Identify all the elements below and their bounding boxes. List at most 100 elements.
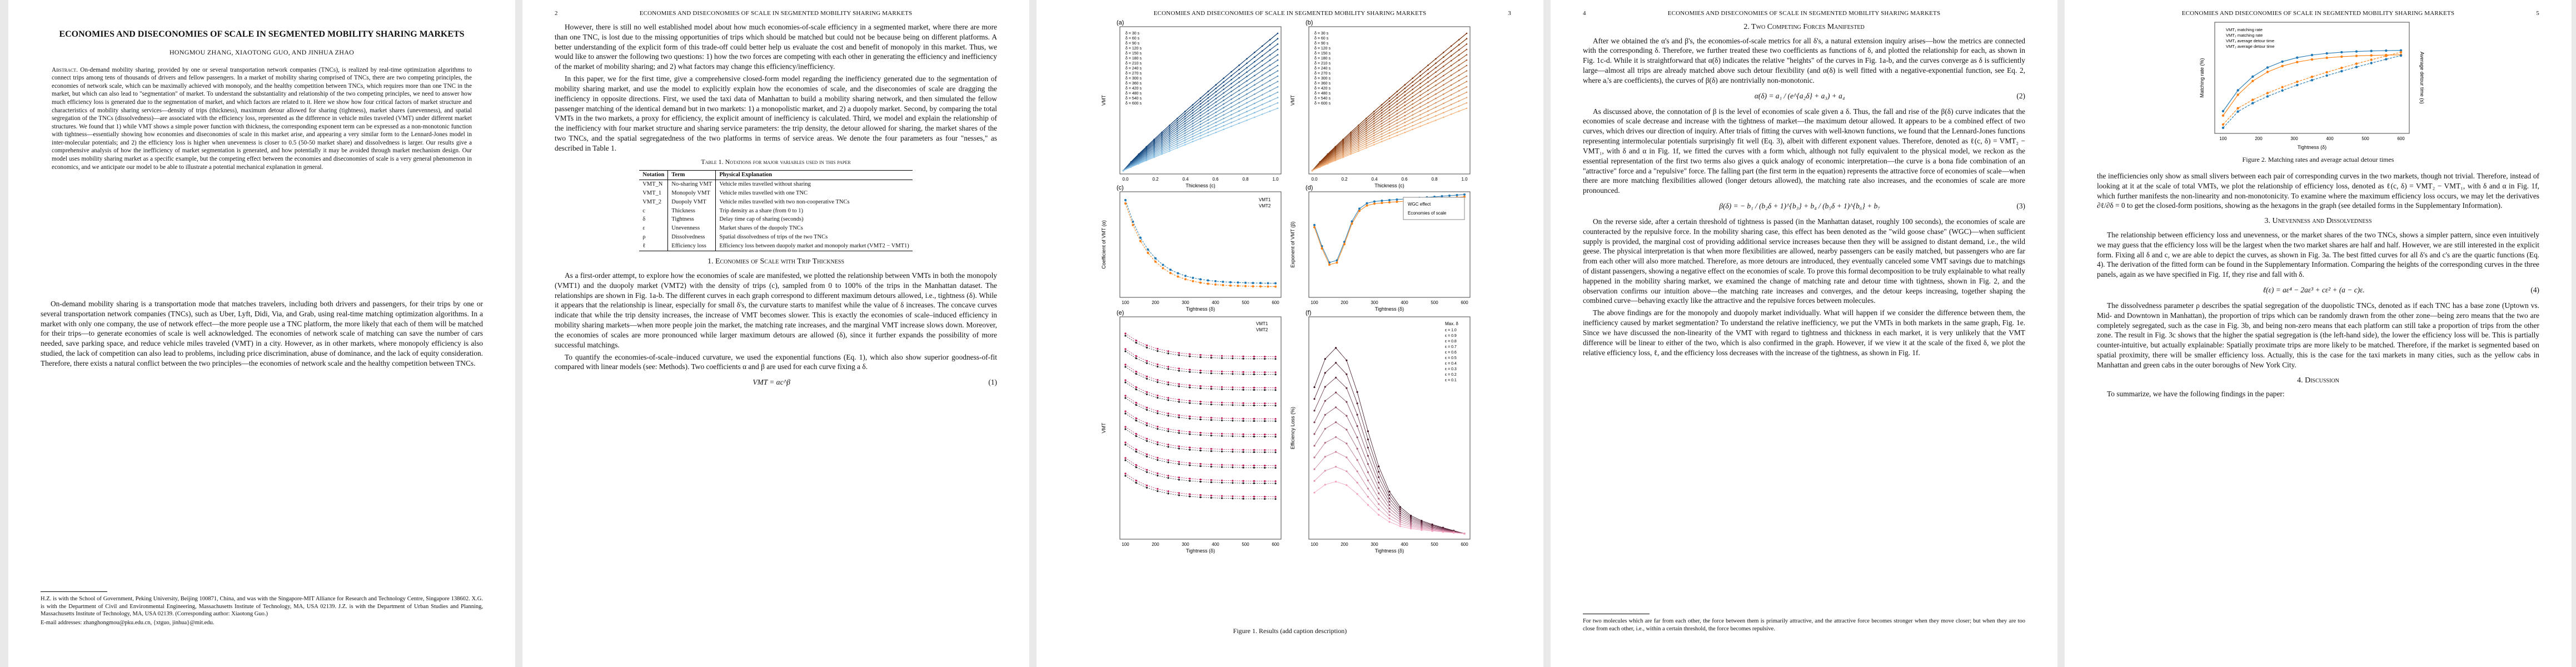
data-point: [1252, 285, 1254, 288]
table-cell: Tightness: [667, 215, 716, 225]
data-point: [1207, 103, 1209, 105]
data-point: [1178, 430, 1180, 432]
data-point: [1269, 64, 1271, 66]
data-point: [1419, 126, 1421, 127]
data-point: [1264, 449, 1266, 451]
data-point: [1223, 81, 1224, 83]
data-point: [1358, 140, 1359, 141]
data-point: [1350, 147, 1352, 149]
data-point: [1161, 149, 1163, 151]
data-point: [1153, 153, 1155, 155]
y-axis-label: Coefficient of VMT (α): [1101, 220, 1107, 268]
data-point: [1450, 99, 1452, 101]
annotation-text: Economies of scale: [1408, 211, 1447, 216]
data-point: [1153, 141, 1155, 143]
data-point: [1254, 84, 1255, 86]
table-cell: Efficiency loss between duopoly market a…: [715, 242, 913, 251]
data-point: [1253, 480, 1255, 482]
data-point: [1466, 97, 1468, 98]
data-point: [1381, 122, 1383, 125]
data-point: [1169, 137, 1170, 140]
data-point: [1396, 106, 1398, 108]
data-point: [1274, 374, 1277, 376]
legend-entry: δ = 210 s: [1314, 62, 1331, 66]
legend-entry: δ = 420 s: [1314, 87, 1331, 91]
data-point: [1161, 152, 1163, 154]
x-tick-label: 500: [2361, 136, 2369, 141]
x-tick-label: 400: [1212, 300, 1219, 305]
x-tick-label: 500: [1431, 300, 1438, 305]
legend-entry: ε = 0.1: [1445, 379, 1457, 382]
data-point: [1246, 80, 1248, 82]
data-point: [1269, 90, 1271, 92]
data-point: [1350, 135, 1352, 137]
data-point: [1230, 71, 1232, 73]
data-point: [1199, 106, 1202, 108]
x-axis-label: Tightness (δ): [1186, 306, 1215, 312]
data-point: [1264, 420, 1266, 422]
data-point: [1189, 386, 1191, 389]
data-point: [1223, 114, 1224, 116]
data-point: [1274, 434, 1277, 436]
data-point: [1443, 88, 1444, 91]
data-point: [1189, 415, 1191, 417]
data-point: [1350, 138, 1352, 140]
data-point: [2385, 58, 2388, 61]
data-point: [1396, 125, 1398, 127]
legend-entry: δ = 60 s: [1314, 37, 1329, 41]
data-point: [1381, 131, 1383, 132]
data-point: [1419, 83, 1421, 84]
x-tick-label: 600: [1461, 542, 1468, 547]
data-point: [1404, 108, 1406, 110]
data-point: [1388, 97, 1391, 99]
table-cell: c: [642, 207, 645, 214]
data-point: [1230, 114, 1232, 116]
data-point: [1388, 132, 1391, 134]
data-point: [1177, 126, 1178, 128]
data-point: [1178, 354, 1180, 356]
x-tick-label: 0.0: [1311, 177, 1318, 182]
data-point: [1350, 144, 1352, 146]
data-point: [1215, 94, 1217, 96]
table-row: VMT_N No-sharing VMT Vehicle miles travell…: [639, 180, 913, 189]
data-point: [1381, 125, 1383, 127]
data-point: [1381, 141, 1383, 143]
data-point: [1238, 98, 1240, 99]
data-point: [1342, 140, 1344, 142]
data-point: [1207, 128, 1209, 130]
data-point: [1342, 146, 1344, 148]
x-tick-label: 200: [1152, 300, 1159, 305]
footnote-rule: [41, 591, 107, 592]
data-point: [1419, 110, 1421, 112]
data-point: [1366, 130, 1367, 132]
data-point: [1458, 49, 1460, 51]
data-point: [1388, 123, 1391, 125]
data-point: [1342, 154, 1344, 156]
data-point: [1207, 91, 1209, 92]
data-point: [1450, 108, 1452, 111]
data-point: [1178, 463, 1180, 465]
data-point: [1261, 55, 1263, 57]
data-point: [1230, 94, 1232, 96]
data-point: [1215, 87, 1217, 89]
data-point: [1396, 97, 1398, 99]
equation-2: α(δ) = a₁ / (e^{a₂δ} + a₃) + a₄ (2): [1583, 91, 2025, 101]
data-point: [1313, 410, 1316, 412]
data-point: [1177, 147, 1178, 149]
data-point: [1199, 121, 1202, 122]
data-point: [1373, 125, 1375, 127]
data-point: [1381, 115, 1383, 117]
data-point: [1153, 140, 1155, 142]
data-point: [1427, 122, 1429, 125]
data-point: [1388, 115, 1391, 117]
x-tick-label: 100: [2219, 136, 2227, 141]
data-point: [1199, 123, 1202, 125]
legend-entry: δ = 270 s: [1125, 72, 1142, 76]
table-cell: Vehicle miles travelled with one TNC: [715, 188, 913, 198]
data-point: [1458, 74, 1460, 77]
data-point: [1169, 143, 1170, 145]
data-point: [1404, 128, 1406, 130]
data-point: [1412, 84, 1413, 87]
equation-number: (4): [2530, 286, 2539, 295]
x-tick-label: 0.4: [1182, 177, 1189, 182]
